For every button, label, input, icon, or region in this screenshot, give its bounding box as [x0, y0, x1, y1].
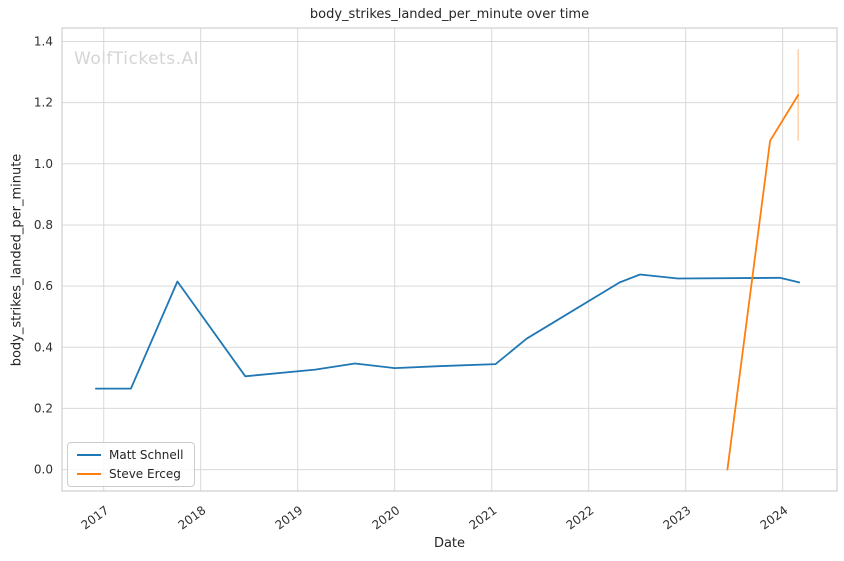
x-tick-label: 2017	[79, 503, 112, 532]
chart-title: body_strikes_landed_per_minute over time	[309, 7, 590, 22]
legend-item: Steve Erceg	[77, 467, 183, 481]
series-line-steve-erceg	[726, 94, 800, 471]
watermark: WolfTickets.AI	[74, 49, 200, 69]
legend-label: Steve Erceg	[109, 467, 181, 481]
y-tick-label: 0.4	[34, 340, 53, 354]
y-tick-label: 0.8	[34, 218, 53, 232]
legend-line-swatch-matt-schnell	[77, 454, 101, 456]
y-tick-label: 0.2	[34, 401, 53, 415]
plot-border	[61, 27, 838, 492]
x-tick-label: 2022	[564, 503, 597, 532]
y-tick-label: 0.6	[34, 279, 53, 293]
legend: Matt Schnell Steve Erceg	[67, 442, 196, 487]
y-tick-label: 1.4	[34, 34, 53, 48]
y-axis-label: body_strikes_landed_per_minute	[9, 153, 25, 367]
x-axis-label: Date	[433, 536, 466, 551]
legend-line-swatch-steve-erceg	[77, 473, 101, 475]
legend-item: Matt Schnell	[77, 448, 183, 462]
x-tick-label: 2020	[370, 503, 403, 532]
series-line-matt-schnell	[95, 273, 801, 390]
legend-label: Matt Schnell	[109, 448, 184, 462]
x-tick-label: 2024	[758, 503, 791, 532]
y-tick-label: 1.0	[34, 157, 53, 171]
y-tick-label: 0.0	[34, 463, 53, 477]
y-tick-label: 1.2	[34, 96, 53, 110]
x-tick-label: 2023	[661, 503, 694, 532]
x-tick-label: 2021	[467, 503, 500, 532]
x-tick-label: 2018	[176, 503, 209, 532]
x-tick-label: 2019	[273, 503, 306, 532]
